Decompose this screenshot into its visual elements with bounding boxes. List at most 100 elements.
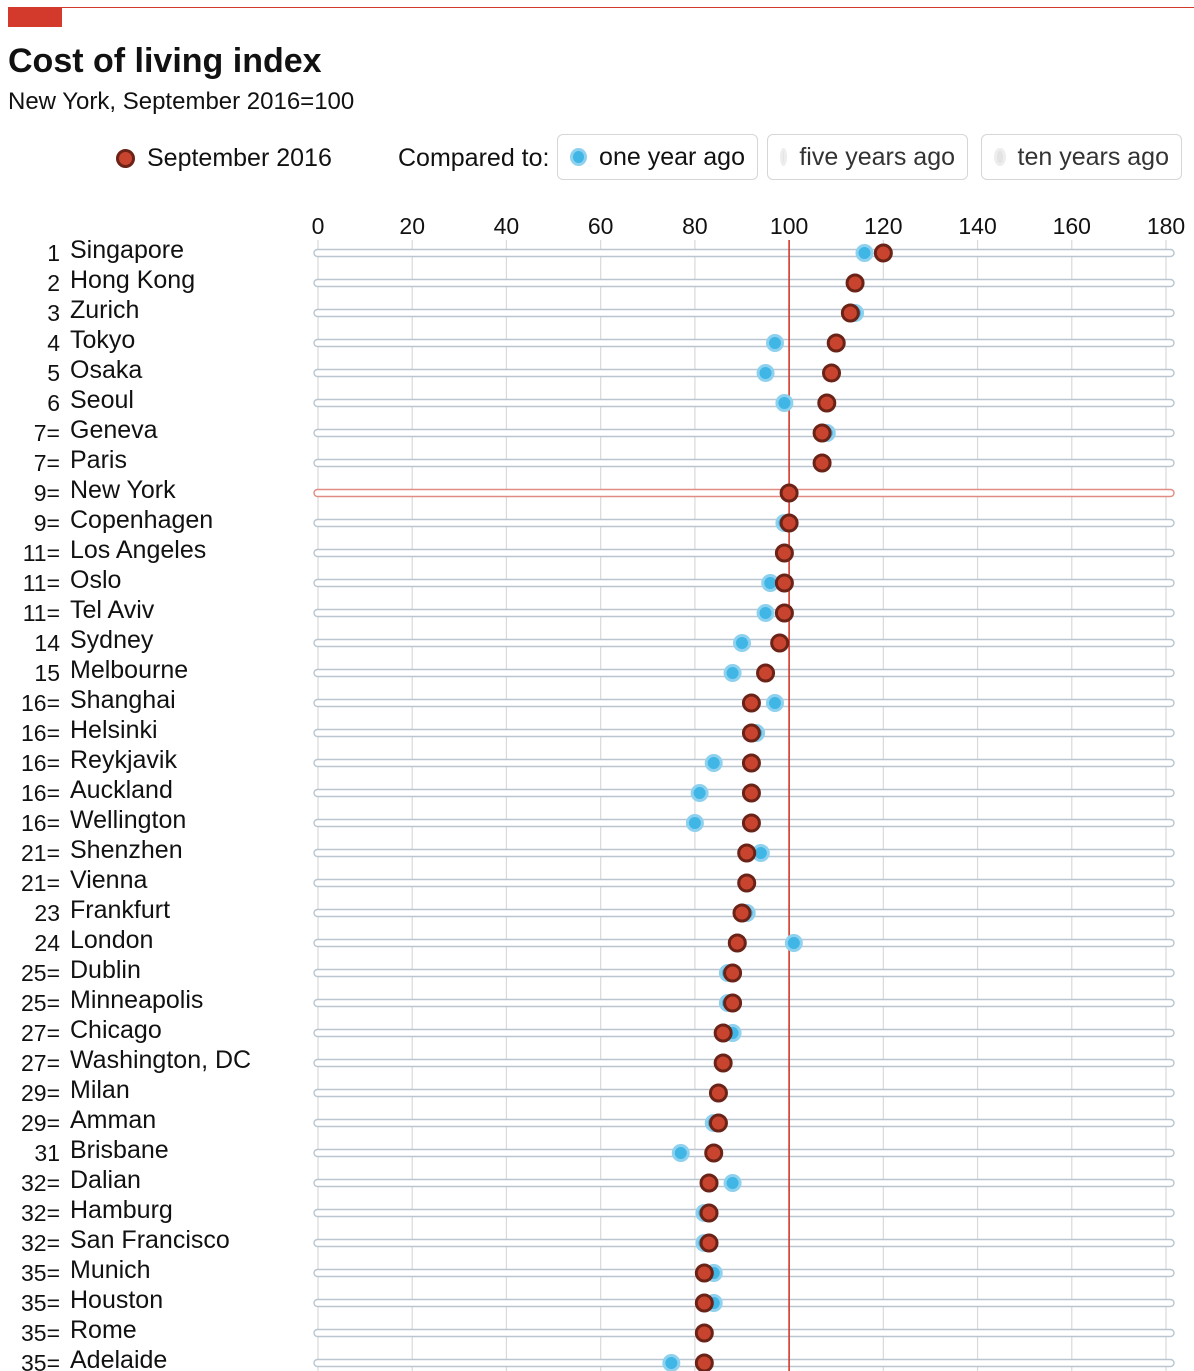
compare-dot [723, 1174, 742, 1192]
current-dot [723, 993, 743, 1013]
current-dot [756, 663, 776, 683]
current-dot [704, 1143, 724, 1163]
compare-dot [765, 334, 784, 352]
rank-label: 15 [34, 660, 60, 686]
row-track [313, 1028, 1175, 1038]
rank-label: 14 [34, 630, 60, 656]
rank-label: 25= [21, 990, 60, 1016]
rank-label: 9= [34, 510, 60, 536]
rank-label: 23 [34, 900, 60, 926]
city-label: Melbourne [70, 656, 188, 684]
rank-label: 29= [21, 1110, 60, 1136]
x-tick-label: 180 [1147, 213, 1185, 239]
city-label: Copenhagen [70, 506, 213, 534]
toggle-five-years-ago[interactable]: five years ago [767, 134, 968, 180]
row-track [313, 248, 1175, 258]
city-label: Dublin [70, 956, 141, 984]
current-dot [741, 753, 761, 773]
current-dot-icon [116, 149, 135, 168]
current-dot [826, 333, 846, 353]
city-label: Osaka [70, 356, 142, 384]
rank-label: 32= [21, 1200, 60, 1226]
current-dot [694, 1323, 714, 1343]
compare-dot [756, 604, 775, 622]
current-dot [737, 843, 757, 863]
current-dot [699, 1233, 719, 1253]
rank-label: 16= [21, 810, 60, 836]
city-label: Tel Aviv [70, 596, 155, 624]
row-track [313, 368, 1175, 378]
city-label: Paris [70, 446, 127, 474]
city-label: London [70, 926, 153, 954]
current-dot [732, 903, 752, 923]
city-label: Brisbane [70, 1136, 169, 1164]
current-dot [713, 1053, 733, 1073]
city-label: Amman [70, 1106, 156, 1134]
compare-dot [662, 1354, 681, 1371]
current-dot [741, 723, 761, 743]
toggle-five-years-label: five years ago [799, 142, 955, 171]
x-tick-label: 120 [864, 213, 902, 239]
city-label: Hamburg [70, 1196, 173, 1224]
rank-label: 5 [47, 360, 60, 386]
x-tick-label: 160 [1053, 213, 1091, 239]
city-label: Geneva [70, 416, 158, 444]
compare-dot [765, 694, 784, 712]
toggle-ten-years-ago[interactable]: ten years ago [981, 134, 1182, 180]
city-label: Chicago [70, 1016, 162, 1044]
grey-dot-icon [780, 148, 788, 166]
city-label: Minneapolis [70, 986, 203, 1014]
rank-label: 16= [21, 690, 60, 716]
city-label: Rome [70, 1316, 137, 1344]
current-dot [873, 243, 893, 263]
compare-dot [690, 784, 709, 802]
compare-dot [685, 814, 704, 832]
city-label: Shenzhen [70, 836, 183, 864]
toggle-ten-years-label: ten years ago [1017, 142, 1170, 171]
city-label: Hong Kong [70, 266, 195, 294]
current-dot [727, 933, 747, 953]
current-dot [708, 1083, 728, 1103]
row-track [313, 1148, 1175, 1158]
row-track [313, 1118, 1175, 1128]
city-label: Munich [70, 1256, 151, 1284]
current-dot [774, 603, 794, 623]
rank-label: 32= [21, 1230, 60, 1256]
row-track [313, 308, 1175, 318]
rank-label: 3 [47, 300, 60, 326]
current-dot [840, 303, 860, 323]
rank-label: 32= [21, 1170, 60, 1196]
city-label: Dalian [70, 1166, 141, 1194]
row-track [313, 1298, 1175, 1308]
current-dot [694, 1263, 714, 1283]
legend-compared-label: Compared to: [398, 144, 549, 173]
current-dot [741, 813, 761, 833]
compare-dot [723, 664, 742, 682]
current-dot [779, 483, 799, 503]
row-track [313, 998, 1175, 1008]
x-tick-label: 80 [682, 213, 708, 239]
current-dot [770, 633, 790, 653]
rank-label: 1 [47, 240, 60, 266]
current-dot [774, 543, 794, 563]
rank-label: 9= [34, 480, 60, 506]
city-label: Singapore [70, 236, 184, 264]
current-dot [774, 573, 794, 593]
grey-dot-icon [994, 148, 1006, 166]
city-label: Zurich [70, 296, 139, 324]
row-track [313, 398, 1175, 408]
current-dot [694, 1353, 714, 1371]
rank-label: 7= [34, 450, 60, 476]
blue-dot-icon [570, 148, 588, 166]
row-track [313, 1058, 1175, 1068]
current-dot [812, 453, 832, 473]
current-dot [737, 873, 757, 893]
compare-dot [756, 364, 775, 382]
legend: September 2016 Compared to: one year ago… [0, 130, 1194, 186]
city-label: Milan [70, 1076, 130, 1104]
x-tick-label: 40 [494, 213, 520, 239]
row-track [313, 428, 1175, 438]
row-track [313, 488, 1175, 498]
toggle-one-year-ago[interactable]: one year ago [557, 134, 758, 180]
chart-title: Cost of living index [8, 42, 322, 80]
